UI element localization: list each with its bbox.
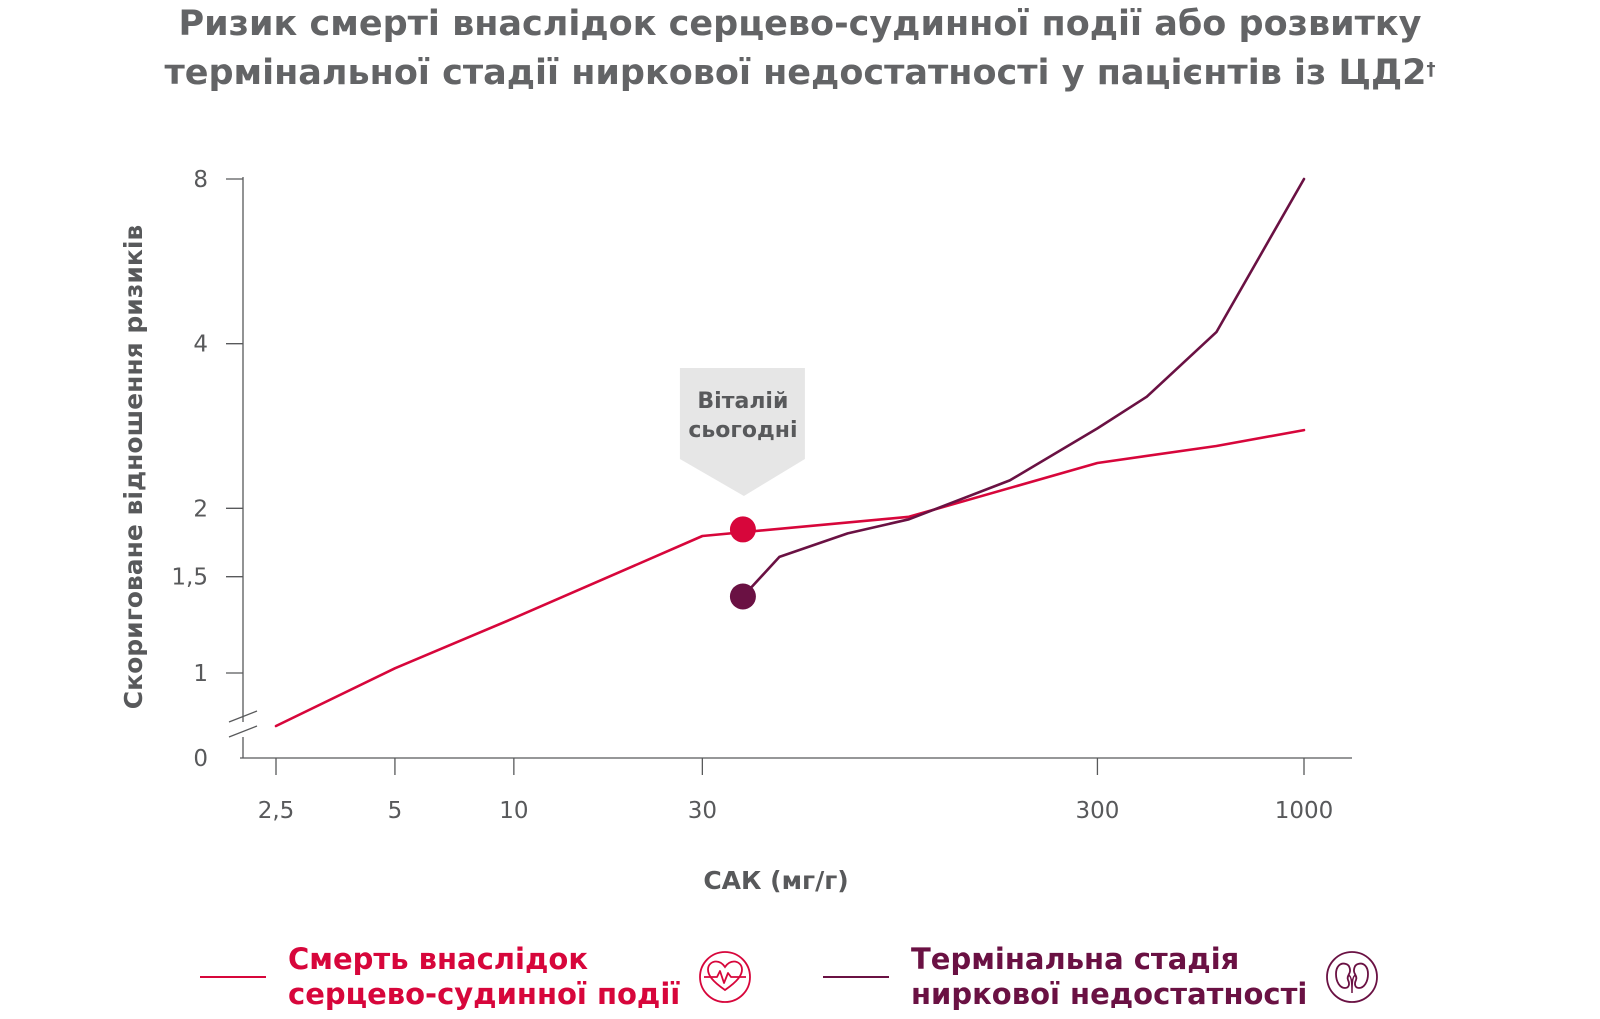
y-tick-label: 1,5 [171, 565, 208, 591]
marker-2 [729, 583, 756, 610]
legend-label-renal: Термінальна стадія ниркової недостатност… [911, 942, 1308, 1011]
y-tick-label: 2 [193, 496, 208, 522]
legend-swatch-cv [200, 976, 266, 978]
y-axis-label: Скориговане відношення ризиків [119, 225, 148, 709]
callout-box [679, 368, 805, 496]
x-tick-label: 5 [388, 798, 403, 824]
heart-pulse-icon [699, 951, 752, 1003]
y-axis-break-mark [228, 710, 258, 723]
y-tick-label: 1 [193, 661, 208, 687]
x-tick-label: 30 [688, 798, 717, 824]
y-tick-label-zero: 0 [193, 746, 208, 772]
x-axis-label: САК (мг/г) [703, 866, 848, 895]
marker-1 [729, 516, 756, 543]
callout-line2: сьогодні [688, 418, 797, 443]
chart-title-line1: Ризик смерті внаслідок серцево-судинної … [178, 4, 1422, 44]
markers [729, 516, 756, 610]
callout: Віталій сьогодні [679, 368, 805, 496]
x-tick-label: 2,5 [258, 798, 295, 824]
chart-title-line2: термінальної стадії ниркової недостатнос… [164, 53, 1436, 93]
callout-line1: Віталій [697, 389, 788, 414]
x-tick-label: 1000 [1275, 798, 1334, 824]
x-tick-label: 10 [499, 798, 528, 824]
y-axis-break-mark [228, 725, 258, 738]
legend-item-renal: Термінальна стадія ниркової недостатност… [823, 942, 1379, 1012]
dagger-mark: † [1426, 59, 1436, 80]
series-lines [274, 177, 1306, 728]
legend-item-cv: Смерть внаслідок серцево-судинної події [200, 942, 752, 1012]
y-tick-label: 4 [193, 332, 208, 358]
y-tick-label: 8 [193, 167, 208, 193]
legend-label-cv: Смерть внаслідок серцево-судинної події [288, 942, 681, 1011]
chart-svg: 1 1,5 2 4 8 0 2,5 5 10 30 300 1000 САК (мг/г) Скориго… [119, 167, 1352, 895]
legend-swatch-renal [823, 976, 889, 978]
x-tick-label: 300 [1075, 798, 1119, 824]
chart-title: Ризик смерті внаслідок серцево-судинної … [0, 0, 1600, 98]
series-line-1 [274, 428, 1306, 728]
axes: 1 1,5 2 4 8 0 2,5 5 10 30 300 1000 САК (мг/г) Скориго… [119, 167, 1352, 895]
kidneys-icon [1326, 951, 1379, 1003]
series-line-2 [741, 177, 1306, 598]
